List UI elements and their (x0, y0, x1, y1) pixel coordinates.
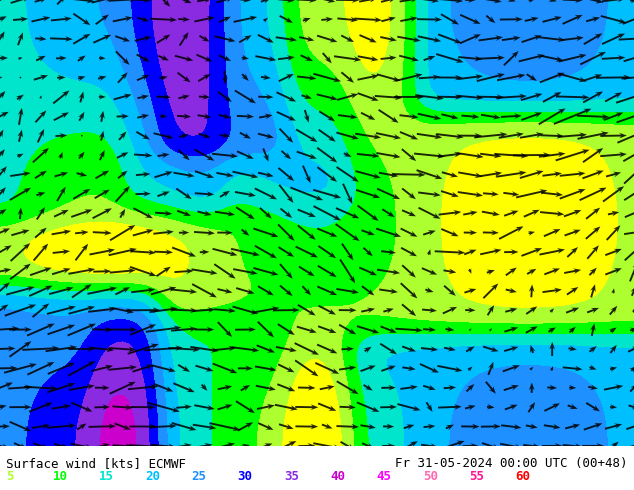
Text: 35: 35 (284, 470, 299, 483)
Text: 15: 15 (99, 470, 114, 483)
Text: 55: 55 (469, 470, 484, 483)
Text: 50: 50 (423, 470, 438, 483)
Text: 20: 20 (145, 470, 160, 483)
Text: 10: 10 (53, 470, 68, 483)
Text: 45: 45 (377, 470, 392, 483)
Text: Fr 31-05-2024 00:00 UTC (00+48): Fr 31-05-2024 00:00 UTC (00+48) (395, 457, 628, 470)
Text: 30: 30 (238, 470, 253, 483)
Text: 5: 5 (6, 470, 14, 483)
Text: 60: 60 (515, 470, 531, 483)
Text: 40: 40 (330, 470, 346, 483)
Text: Surface wind [kts] ECMWF: Surface wind [kts] ECMWF (6, 457, 186, 470)
Text: 25: 25 (191, 470, 207, 483)
